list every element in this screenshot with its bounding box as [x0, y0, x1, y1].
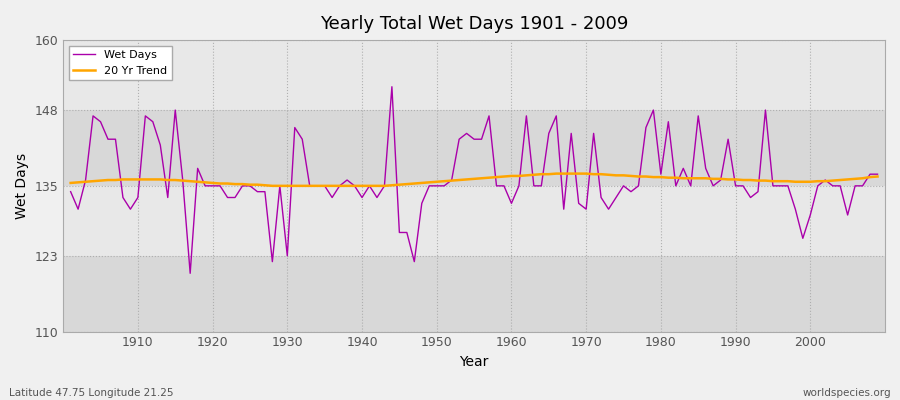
- Wet Days: [610, 195, 621, 200]
- 20 Yr Trend: [872, 174, 883, 179]
- 20 Yr Trend: [506, 174, 517, 178]
- Wet Days: [386, 84, 397, 89]
- Wet Days: [125, 207, 136, 212]
- Wet Days: [65, 189, 76, 194]
- 20 Yr Trend: [514, 174, 525, 178]
- 20 Yr Trend: [267, 184, 278, 188]
- Wet Days: [342, 178, 353, 182]
- 20 Yr Trend: [551, 171, 562, 176]
- Wet Days: [184, 271, 195, 276]
- Bar: [63, 110, 885, 186]
- Wet Days: [521, 114, 532, 118]
- Wet Days: [514, 184, 525, 188]
- Legend: Wet Days, 20 Yr Trend: Wet Days, 20 Yr Trend: [68, 46, 172, 80]
- Bar: [63, 40, 885, 110]
- Title: Yearly Total Wet Days 1901 - 2009: Yearly Total Wet Days 1901 - 2009: [320, 15, 628, 33]
- Bar: [63, 256, 885, 332]
- 20 Yr Trend: [65, 180, 76, 185]
- Line: 20 Yr Trend: 20 Yr Trend: [70, 174, 878, 186]
- Bar: [63, 186, 885, 256]
- Text: Latitude 47.75 Longitude 21.25: Latitude 47.75 Longitude 21.25: [9, 388, 174, 398]
- 20 Yr Trend: [342, 184, 353, 188]
- 20 Yr Trend: [610, 173, 621, 178]
- Text: worldspecies.org: worldspecies.org: [803, 388, 891, 398]
- Line: Wet Days: Wet Days: [70, 87, 878, 273]
- Y-axis label: Wet Days: Wet Days: [15, 153, 29, 219]
- Wet Days: [297, 137, 308, 142]
- X-axis label: Year: Year: [459, 355, 489, 369]
- Wet Days: [872, 172, 883, 176]
- 20 Yr Trend: [125, 177, 136, 182]
- 20 Yr Trend: [297, 184, 308, 188]
